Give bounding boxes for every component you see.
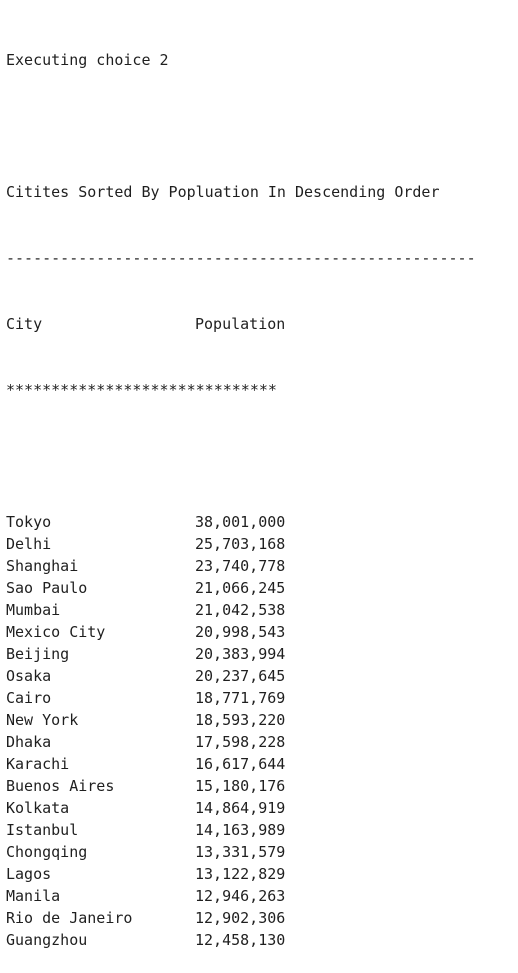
city-name: Istanbul: [6, 821, 79, 839]
table-row: Tokyo 38,001,000: [6, 511, 476, 533]
city-population: 17,598,228: [195, 733, 286, 751]
table-row: Chongqing 13,331,579: [6, 841, 476, 863]
city-name: New York: [6, 711, 79, 729]
city-name: Cairo: [6, 689, 52, 707]
city-population: 16,617,644: [195, 755, 286, 773]
city-population: 23,740,778: [195, 557, 286, 575]
city-name: Guangzhou: [6, 931, 88, 949]
city-population: 14,163,989: [195, 821, 286, 839]
table-row: Mexico City 20,998,543: [6, 621, 476, 643]
console-output: Executing choice 2 Citites Sorted By Pop…: [6, 5, 476, 973]
city-name: Manila: [6, 887, 61, 905]
star-separator: ******************************: [6, 381, 277, 399]
city-population: 20,237,645: [195, 667, 286, 685]
table-row: Mumbai 21,042,538: [6, 599, 476, 621]
output-title: Citites Sorted By Popluation In Descendi…: [6, 183, 440, 201]
city-name: Rio de Janeiro: [6, 909, 133, 927]
table-row: Delhi 25,703,168: [6, 533, 476, 555]
city-population: 38,001,000: [195, 513, 286, 531]
city-name: Mumbai: [6, 601, 61, 619]
city-name: Karachi: [6, 755, 70, 773]
city-name: Chongqing: [6, 843, 88, 861]
city-name: Lagos: [6, 865, 52, 883]
table-row: Karachi 16,617,644: [6, 753, 476, 775]
city-population: 20,383,994: [195, 645, 286, 663]
city-population: 20,998,543: [195, 623, 286, 641]
city-population: 13,122,829: [195, 865, 286, 883]
city-population: 12,458,130: [195, 931, 286, 949]
city-population: 15,180,176: [195, 777, 286, 795]
city-name: Delhi: [6, 535, 52, 553]
table-header: City Population: [6, 313, 476, 335]
table-row: Cairo 18,771,769: [6, 687, 476, 709]
table-row: New York 18,593,220: [6, 709, 476, 731]
table-row: Kolkata 14,864,919: [6, 797, 476, 819]
city-population: 18,771,769: [195, 689, 286, 707]
status-line: Executing choice 2: [6, 51, 169, 69]
table-row: Shanghai 23,740,778: [6, 555, 476, 577]
city-population: 21,066,245: [195, 579, 286, 597]
city-population: 13,331,579: [195, 843, 286, 861]
table-row: Beijing 20,383,994: [6, 643, 476, 665]
city-name: Buenos Aires: [6, 777, 115, 795]
table-row: Rio de Janeiro 12,902,306: [6, 907, 476, 929]
table-row: Lagos 13,122,829: [6, 863, 476, 885]
city-name: Dhaka: [6, 733, 52, 751]
city-population: 25,703,168: [195, 535, 286, 553]
blank-line: [6, 115, 476, 137]
city-name: Mexico City: [6, 623, 106, 641]
city-name: Shanghai: [6, 557, 79, 575]
table-row: Buenos Aires 15,180,176: [6, 775, 476, 797]
city-name: Kolkata: [6, 799, 70, 817]
table-row: Istanbul 14,163,989: [6, 819, 476, 841]
table-row: Manila 12,946,263: [6, 885, 476, 907]
city-population: 14,864,919: [195, 799, 286, 817]
city-population: 12,902,306: [195, 909, 286, 927]
table-row: Guangzhou 12,458,130: [6, 929, 476, 951]
city-name: Osaka: [6, 667, 52, 685]
city-name: Beijing: [6, 645, 70, 663]
city-population: 21,042,538: [195, 601, 286, 619]
table-row: Dhaka 17,598,228: [6, 731, 476, 753]
header-population: Population: [195, 315, 286, 333]
blank-line: [6, 445, 476, 467]
city-table-body: Tokyo 38,001,000 Delhi 25,703,168 Shanghai 23…: [6, 511, 476, 951]
header-city: City: [6, 315, 43, 333]
table-row: Osaka 20,237,645: [6, 665, 476, 687]
dash-separator: ----------------------------------------…: [6, 249, 476, 267]
city-name: Sao Paulo: [6, 579, 88, 597]
city-population: 18,593,220: [195, 711, 286, 729]
table-row: Sao Paulo 21,066,245: [6, 577, 476, 599]
city-population: 12,946,263: [195, 887, 286, 905]
city-name: Tokyo: [6, 513, 52, 531]
